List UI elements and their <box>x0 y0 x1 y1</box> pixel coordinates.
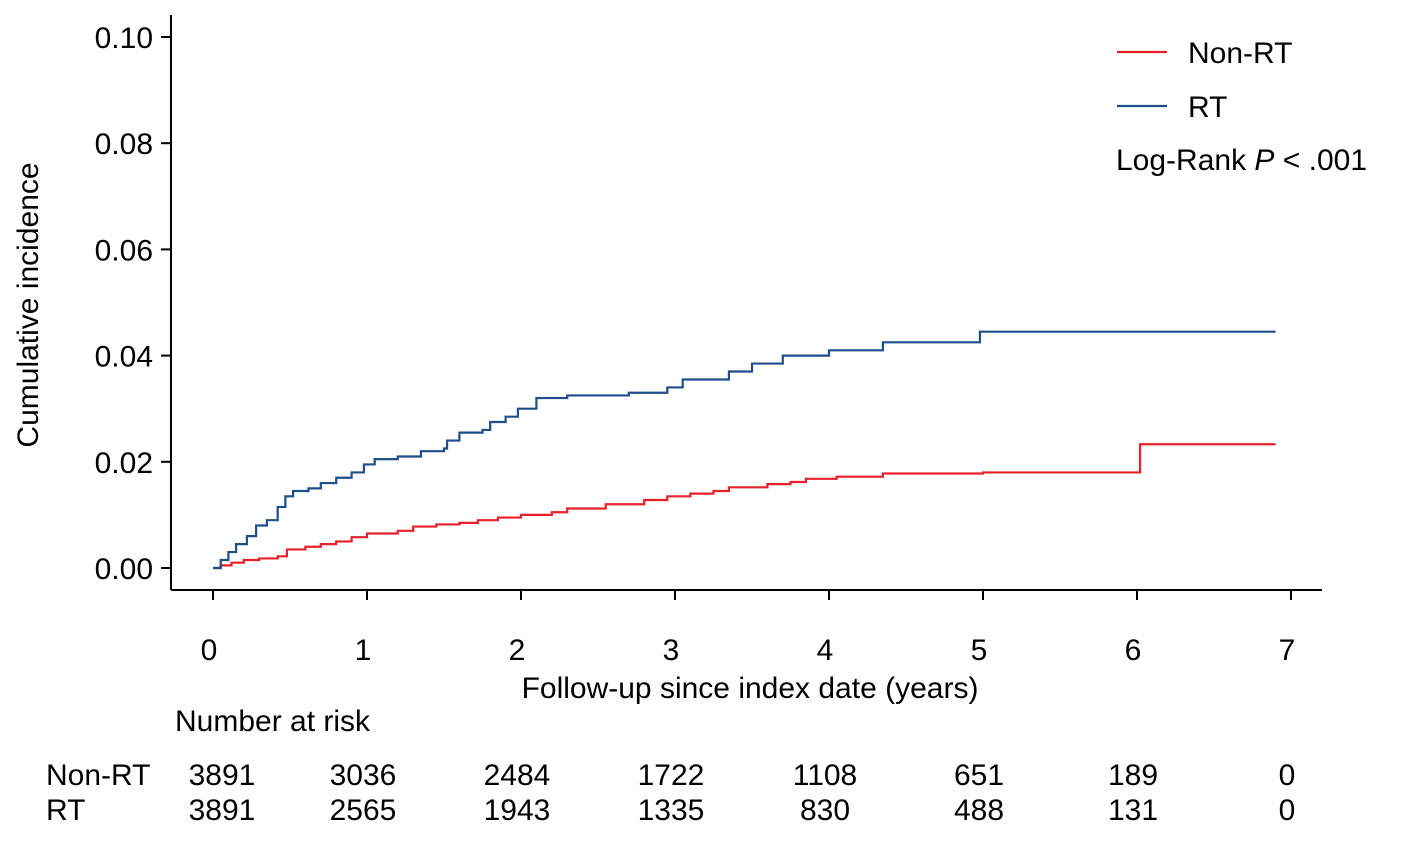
y-tick-label: 0.06 <box>95 234 153 267</box>
risk-table-title: Number at risk <box>175 705 371 738</box>
axes: 0.00 0.02 0.04 0.06 0.08 0.10 0 1 2 3 4 5 6 7 Follow-u… <box>12 15 1322 705</box>
series-line-rt <box>213 330 1276 570</box>
risk-value: 2565 <box>330 794 397 827</box>
risk-value: 3891 <box>189 794 256 827</box>
risk-value: 189 <box>1108 759 1158 792</box>
legend-label: RT <box>1188 91 1227 124</box>
risk-value: 0 <box>1279 759 1296 792</box>
risk-value: 3891 <box>189 759 256 792</box>
x-tick-label: 4 <box>817 634 834 667</box>
risk-value: 651 <box>954 759 1004 792</box>
series-lines <box>213 330 1276 570</box>
risk-row-label: Non-RT <box>46 759 150 792</box>
x-tick-label: 5 <box>971 634 988 667</box>
log-rank-annotation: Log-Rank P < .001 <box>1116 144 1367 177</box>
y-tick-label: 0.10 <box>95 22 153 55</box>
risk-value: 0 <box>1279 794 1296 827</box>
x-tick-label: 2 <box>509 634 526 667</box>
y-tick-label: 0.02 <box>95 447 153 480</box>
log-rank-p: P <box>1254 144 1274 177</box>
x-tick-label: 6 <box>1125 634 1142 667</box>
risk-value: 1108 <box>793 759 858 792</box>
risk-table: Number at risk Non-RT 3891 3036 2484 1722 1108… <box>46 705 1295 827</box>
log-rank-suffix: < .001 <box>1274 144 1367 177</box>
risk-value: 830 <box>800 794 850 827</box>
x-axis-title: Follow-up since index date (years) <box>522 672 979 705</box>
risk-value: 1335 <box>638 794 705 827</box>
x-tick-label: 7 <box>1279 634 1296 667</box>
legend-label: Non-RT <box>1188 37 1292 70</box>
risk-value: 1943 <box>484 794 551 827</box>
risk-value: 2484 <box>484 759 551 792</box>
x-tick-label: 1 <box>355 634 372 667</box>
risk-value: 488 <box>954 794 1004 827</box>
log-rank-prefix: Log-Rank <box>1116 144 1254 177</box>
risk-row-label: RT <box>46 794 85 827</box>
series-line-non-rt <box>213 443 1276 570</box>
risk-value: 1722 <box>638 759 705 792</box>
risk-value: 3036 <box>330 759 397 792</box>
y-tick-label: 0.04 <box>95 341 153 374</box>
legend: Non-RT RT Log-Rank P < .001 <box>1116 37 1367 177</box>
y-axis-title: Cumulative incidence <box>12 162 45 447</box>
risk-value: 131 <box>1108 794 1158 827</box>
y-tick-label: 0.08 <box>95 128 153 161</box>
y-tick-label: 0.00 <box>95 553 153 586</box>
x-tick-label: 3 <box>663 634 680 667</box>
x-tick-label: 0 <box>201 634 218 667</box>
